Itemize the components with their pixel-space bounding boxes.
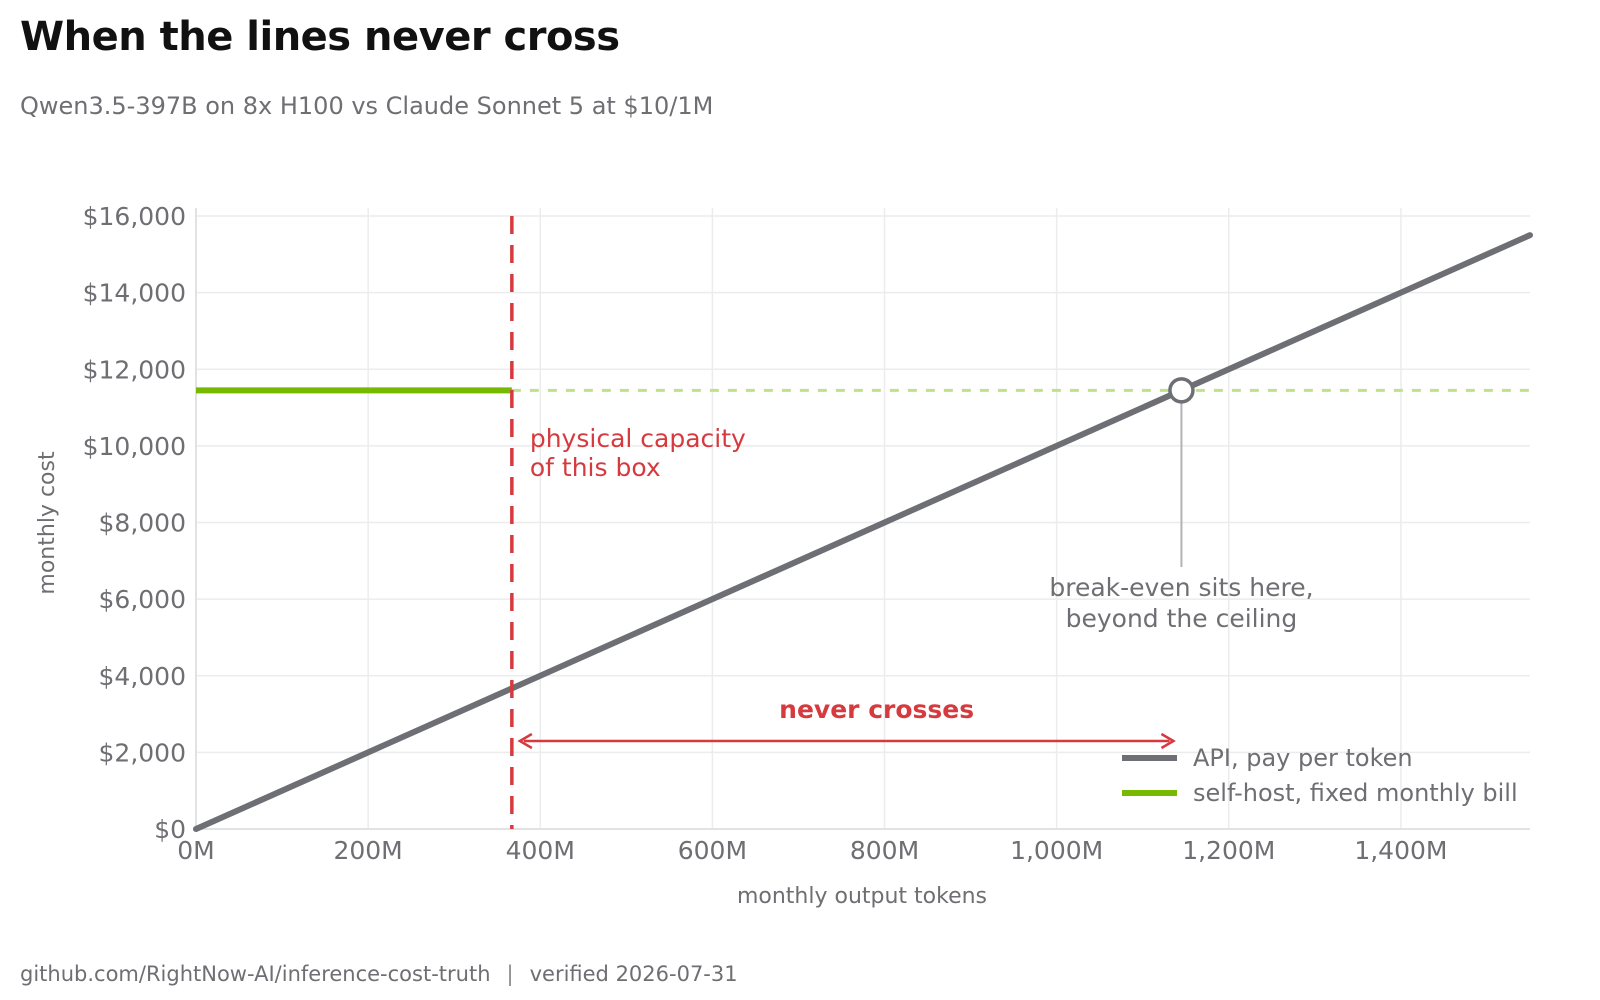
y-axis-label: monthly cost	[35, 451, 60, 595]
api-line	[193, 232, 1533, 832]
capacity-label: of this box	[530, 453, 661, 482]
legend: API, pay per token self-host, fixed month…	[1122, 744, 1518, 807]
series-layer	[193, 216, 1533, 832]
y-tick-label: $12,000	[83, 355, 186, 384]
annotations-layer: break-even sits here,beyond the ceiling p…	[517, 377, 1314, 750]
y-tick-label: $14,000	[83, 279, 186, 308]
x-tick-label: 600M	[678, 836, 747, 865]
gap-arrow-right-head	[1160, 732, 1176, 750]
x-tick-label: 200M	[333, 836, 402, 865]
y-tick-label: $8,000	[99, 509, 186, 538]
x-tick-label: 1,000M	[1010, 836, 1103, 865]
chart-subtitle: Qwen3.5-397B on 8x H100 vs Claude Sonnet…	[20, 92, 714, 120]
gap-label: never crosses	[779, 695, 974, 724]
y-tick-labels: $0 $2,000 $4,000 $6,000 $8,000 $10,000 $12,000…	[83, 202, 186, 844]
x-axis-label: monthly output tokens	[737, 884, 987, 909]
chart-title: When the lines never cross	[20, 14, 620, 60]
y-tick-label: $4,000	[99, 662, 186, 691]
footer-source: github.com/RightNow-AI/inference-cost-tr…	[20, 962, 491, 986]
legend-label-api: API, pay per token	[1193, 744, 1413, 772]
footer: github.com/RightNow-AI/inference-cost-tr…	[20, 962, 738, 986]
y-tick-label: $16,000	[83, 202, 186, 231]
x-tick-label: 0M	[177, 836, 214, 865]
y-tick-label: $10,000	[83, 432, 186, 461]
y-tick-label: $0	[154, 815, 186, 844]
break-even-label: break-even sits here,	[1049, 573, 1313, 602]
capacity-label: physical capacity	[530, 424, 746, 453]
y-tick-label: $6,000	[99, 585, 186, 614]
y-tick-label: $2,000	[99, 738, 186, 767]
x-tick-labels: 0M 200M 400M 600M 800M 1,000M 1,200M 1,400M	[177, 836, 1447, 865]
x-tick-label: 800M	[850, 836, 919, 865]
x-tick-label: 1,400M	[1354, 836, 1447, 865]
break-even-label: beyond the ceiling	[1066, 604, 1298, 633]
legend-label-selfhost: self-host, fixed monthly bill	[1193, 779, 1518, 807]
gap-arrow-left-head	[517, 732, 533, 750]
x-tick-label: 400M	[506, 836, 575, 865]
x-tick-label: 1,200M	[1182, 836, 1275, 865]
break-even-marker	[1168, 377, 1195, 404]
footer-separator: |	[506, 962, 514, 986]
footer-verified: verified 2026-07-31	[529, 962, 738, 986]
grid-lines	[195, 208, 1530, 830]
